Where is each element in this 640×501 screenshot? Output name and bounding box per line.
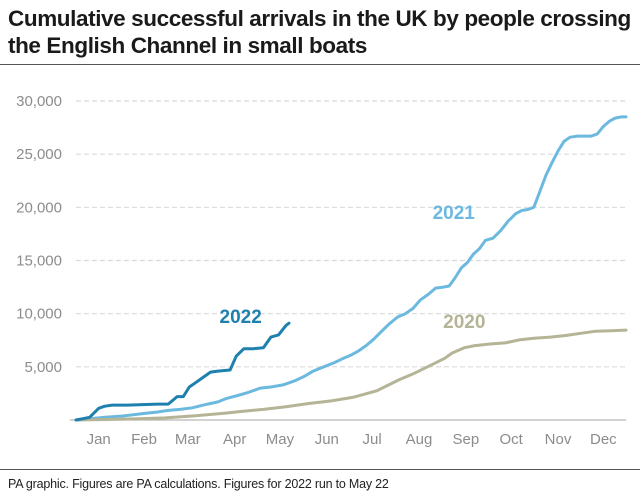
y-axis: 5,000 10,000 15,000 20,000 25,000 30,000 (16, 93, 62, 376)
x-tick-label-mar: Mar (175, 431, 201, 448)
series-line-2022 (74, 321, 291, 422)
x-tick-label-sep: Sep (452, 431, 479, 448)
gridlines (70, 100, 626, 421)
x-tick-label-aug: Aug (406, 431, 433, 448)
x-axis: Jan Feb Mar Apr May Jun Jul Aug Sep Oct Nov Dec (87, 431, 618, 448)
y-tick-label: 25,000 (16, 146, 62, 163)
series-labels: 2022 2021 2020 (220, 203, 486, 333)
footer-divider (0, 469, 640, 470)
y-tick-label: 10,000 (16, 306, 62, 323)
x-tick-label-oct: Oct (499, 431, 523, 448)
x-tick-label-nov: Nov (545, 431, 572, 448)
y-tick-label: 5,000 (24, 359, 62, 376)
title-divider (0, 64, 640, 65)
footnote: PA graphic. Figures are PA calculations.… (8, 477, 389, 491)
x-tick-label-jan: Jan (87, 431, 111, 448)
series-label-2022: 2022 (220, 307, 262, 328)
series-line-2021 (74, 115, 628, 422)
line-chart: 5,000 10,000 15,000 20,000 25,000 30,000 Jan F… (16, 93, 628, 448)
x-tick-label-apr: Apr (223, 431, 246, 448)
series-label-2021: 2021 (433, 203, 476, 224)
y-tick-label: 30,000 (16, 93, 62, 110)
x-tick-label-feb: Feb (131, 431, 157, 448)
series-line-2020 (74, 328, 628, 422)
x-tick-label-jun: Jun (315, 431, 339, 448)
x-tick-label-dec: Dec (590, 431, 617, 448)
y-tick-label: 20,000 (16, 199, 62, 216)
chart-title: Cumulative successful arrivals in the UK… (8, 6, 631, 58)
series-lines (74, 115, 628, 422)
series-label-2020: 2020 (443, 312, 485, 333)
x-tick-label-may: May (266, 431, 295, 448)
y-tick-label: 15,000 (16, 253, 62, 270)
x-tick-label-jul: Jul (363, 431, 382, 448)
